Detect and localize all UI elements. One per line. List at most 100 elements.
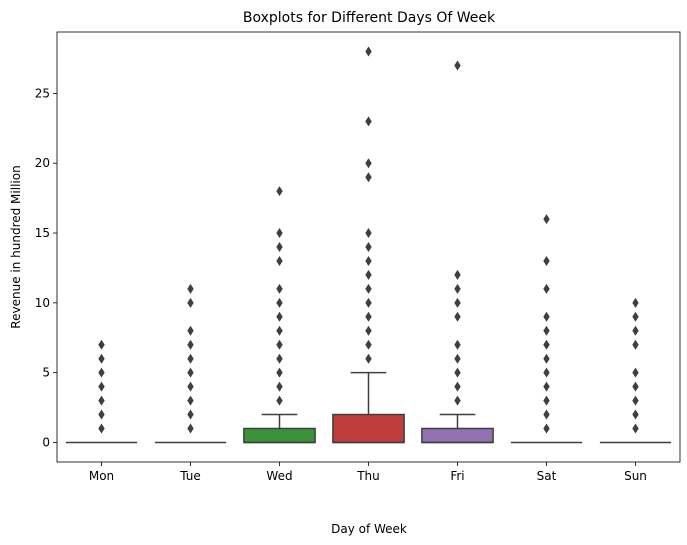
outlier-point <box>98 395 105 406</box>
x-tick-label: Mon <box>89 469 114 483</box>
outlier-point <box>365 158 372 169</box>
outlier-point <box>543 409 550 420</box>
x-axis: Mon Tue Wed Thu Fri Sat Sun <box>89 462 647 483</box>
outlier-point <box>365 353 372 364</box>
outlier-point <box>187 297 194 308</box>
outlier-point <box>632 339 639 350</box>
outlier-point <box>543 325 550 336</box>
y-tick-label: 5 <box>42 366 50 380</box>
outlier-point <box>187 381 194 392</box>
outlier-point <box>276 353 283 364</box>
outlier-point <box>187 325 194 336</box>
outlier-point <box>365 242 372 252</box>
outlier-point <box>276 297 283 308</box>
outlier-point <box>543 214 550 225</box>
outlier-point <box>276 367 283 378</box>
plot-area <box>65 46 672 444</box>
outlier-point <box>543 283 550 294</box>
y-tick-label: 20 <box>35 156 50 170</box>
outlier-point <box>632 395 639 406</box>
x-tick-label: Wed <box>266 469 292 483</box>
outlier-point <box>187 395 194 406</box>
outlier-point <box>454 395 461 406</box>
outlier-point <box>632 367 639 378</box>
y-axis: 0 5 10 15 20 25 <box>35 86 57 449</box>
outlier-point <box>276 311 283 322</box>
outlier-point <box>187 367 194 378</box>
outlier-point <box>365 172 372 183</box>
outlier-point <box>632 381 639 392</box>
outlier-point <box>276 242 283 252</box>
outlier-point <box>543 423 550 434</box>
outlier-point <box>365 297 372 308</box>
x-axis-label: Day of Week <box>331 522 407 536</box>
y-tick-label: 0 <box>42 435 50 449</box>
outlier-point <box>98 367 105 378</box>
outlier-point <box>365 46 372 57</box>
y-tick-label: 15 <box>35 226 50 240</box>
box <box>421 427 494 444</box>
box <box>243 427 316 444</box>
outlier-point <box>98 381 105 392</box>
outlier-point <box>365 325 372 336</box>
outlier-point <box>187 353 194 364</box>
outlier-point <box>632 409 639 420</box>
outlier-point <box>98 353 105 364</box>
box <box>332 413 405 444</box>
x-tick-label: Sat <box>537 469 557 483</box>
box-group-sat <box>510 214 583 444</box>
outlier-point <box>454 367 461 378</box>
outlier-point <box>187 283 194 294</box>
box-group-fri <box>421 60 494 444</box>
outlier-point <box>365 228 372 239</box>
outlier-point <box>454 311 461 322</box>
outlier-point <box>365 311 372 322</box>
outlier-point <box>543 255 550 266</box>
outlier-point <box>98 423 105 434</box>
x-tick-label: Thu <box>356 469 380 483</box>
outlier-point <box>454 269 461 280</box>
y-axis-label: Revenue in hundred Million <box>9 165 23 328</box>
outlier-point <box>365 116 372 127</box>
outlier-point <box>454 60 461 71</box>
box-group-sun <box>599 297 672 444</box>
outlier-point <box>187 339 194 350</box>
outlier-point <box>276 395 283 406</box>
y-tick-label: 10 <box>35 296 50 310</box>
outlier-point <box>365 339 372 350</box>
outlier-point <box>365 255 372 266</box>
outlier-point <box>454 339 461 350</box>
outlier-point <box>276 228 283 239</box>
outlier-point <box>543 395 550 406</box>
box-group-mon <box>65 339 138 444</box>
outlier-point <box>98 409 105 420</box>
outlier-point <box>543 353 550 364</box>
outlier-point <box>187 409 194 420</box>
outlier-point <box>454 297 461 308</box>
outlier-point <box>632 325 639 336</box>
y-tick-label: 25 <box>35 86 50 100</box>
outlier-point <box>365 269 372 280</box>
x-tick-label: Fri <box>450 469 464 483</box>
x-tick-label: Tue <box>179 469 201 483</box>
outlier-point <box>543 367 550 378</box>
outlier-point <box>276 255 283 266</box>
outlier-point <box>276 381 283 392</box>
outlier-point <box>276 283 283 294</box>
x-tick-label: Sun <box>624 469 647 483</box>
outlier-point <box>543 311 550 322</box>
outlier-point <box>543 339 550 350</box>
outlier-point <box>454 381 461 392</box>
outlier-point <box>187 423 194 434</box>
box-group-tue <box>154 283 227 444</box>
outlier-point <box>365 283 372 294</box>
outlier-point <box>632 423 639 434</box>
chart-title: Boxplots for Different Days Of Week <box>243 10 496 26</box>
outlier-point <box>543 381 550 392</box>
outlier-point <box>98 339 105 350</box>
box-group-thu <box>332 46 405 444</box>
outlier-point <box>276 339 283 350</box>
outlier-point <box>454 283 461 294</box>
box-group-wed <box>243 186 316 444</box>
